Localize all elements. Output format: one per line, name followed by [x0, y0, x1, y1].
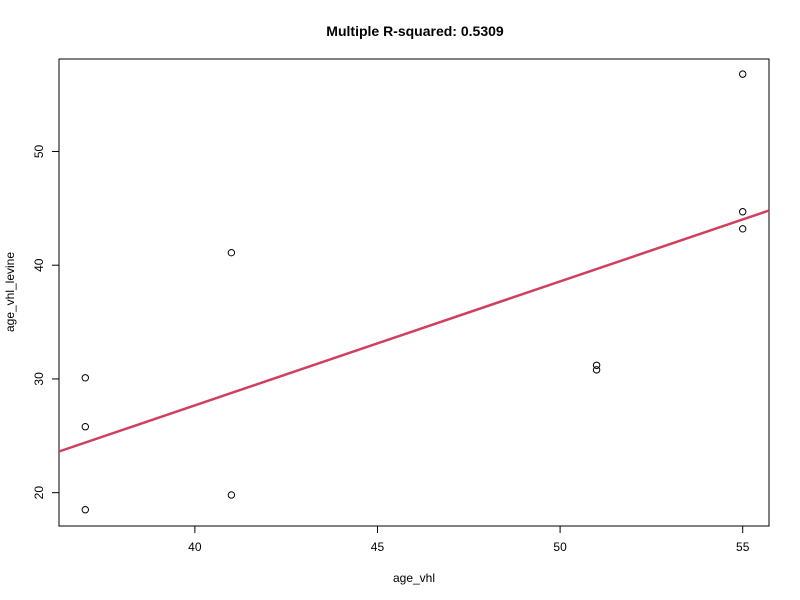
- data-point: [227, 248, 236, 257]
- data-point: [592, 361, 601, 369]
- plot-frame: [58, 58, 770, 527]
- x-tick-label: 50: [553, 540, 567, 554]
- y-tick-label: 30: [32, 372, 46, 386]
- data-point: [592, 366, 601, 374]
- chart-title: Multiple R-squared: 0.5309: [326, 23, 504, 39]
- data-point: [739, 208, 747, 216]
- x-tick-label: 45: [371, 540, 385, 554]
- data-point: [227, 491, 236, 499]
- regression-line-group: [58, 209, 770, 453]
- y-tick-label: 50: [32, 144, 46, 158]
- data-points: [81, 70, 747, 514]
- x-axis-label: age_vhl: [393, 571, 435, 585]
- x-tick-label: 55: [736, 540, 750, 554]
- data-point: [739, 70, 747, 78]
- data-point: [81, 374, 89, 382]
- data-point: [81, 506, 89, 514]
- y-axis: 20 30 40 50: [32, 144, 60, 500]
- y-tick-label: 20: [32, 486, 46, 500]
- y-tick-label: 40: [32, 258, 46, 272]
- x-axis: 40 45 50 55: [188, 525, 750, 554]
- y-axis-label: age_vhl_levine: [3, 252, 17, 332]
- data-point: [81, 423, 89, 431]
- regression-line: [58, 209, 770, 453]
- data-point: [739, 225, 747, 233]
- x-tick-label: 40: [188, 540, 202, 554]
